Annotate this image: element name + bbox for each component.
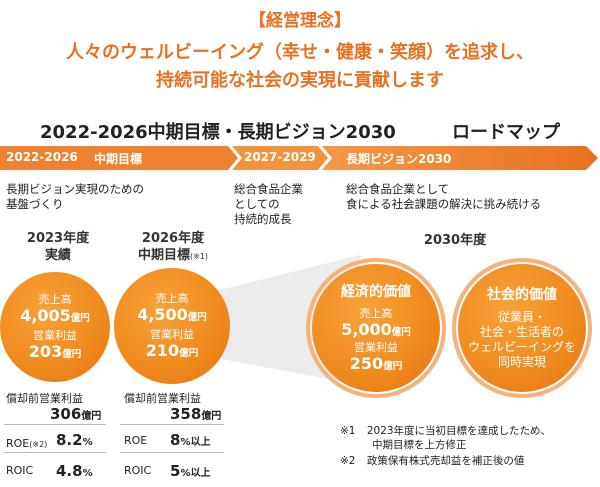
col2026-head-note: (※1) [189,252,209,261]
timeline-segment-3 [322,146,598,170]
col2026-head-year: 2026年度 [141,231,205,246]
col2026-roic-figure: 5%以上 [170,461,210,480]
col2023-ebitda-value: 306 [50,405,82,423]
col2023-op-value: 203 [28,342,63,361]
col2026-roe-label: ROE [124,434,148,447]
col2023-roe-note: (※2) [29,440,48,449]
col2026-roic-label: ROIC [124,464,152,477]
col2026-head-sub: 中期目標 [137,248,190,263]
note-1-text1: 2023年度に当初目標を達成したため、 [366,425,552,437]
col2026-sales-label: 売上高 [155,292,189,305]
phase3-desc: 総合食品企業として 食による社会課題の解決に挑み続ける [346,182,541,212]
col2023-roe-unit: % [82,437,93,448]
social-line3: ウェルビーイングを [467,340,576,354]
col2023-op-label: 営業利益 [33,329,77,342]
econ-sales-value: 5,000 [341,320,392,339]
note-1-mark: ※1 [340,425,356,437]
col2023-circle: 売上高 4,005億円 営業利益 203億円 [0,272,110,382]
timeline-seg2-years: 2027-2029 [244,150,316,164]
col2023-separator-1 [4,424,106,425]
social-line4: 同時実現 [497,355,546,369]
timeline-segment-1 [0,146,238,170]
col2026-roe-unit: %以上 [180,437,211,448]
col2023-roe-value: 8.2 [56,431,83,449]
col2026-ebitda-label: 償却前営業利益 [124,392,201,405]
col2023-ebitda-label: 償却前営業利益 [6,392,83,405]
col2026-roic-value: 5 [170,462,181,480]
note-1: ※1 2023年度に当初目標を達成したため、 [340,424,551,438]
col2023-roe: ROE(※2) [6,432,47,451]
col2026-sales-unit: 億円 [187,312,207,323]
phase1-line2: 基盤づくり [6,197,64,211]
note-2: ※2 政策保有株式売却益を補正後の値 [340,454,524,468]
phase2-line3: 持続的成長 [234,212,292,226]
col2023-sales-value: 4,005 [20,306,71,325]
phase2-desc: 総合食品企業 としての 持続的成長 [234,182,303,227]
col2026-roe-value: 8 [170,431,181,449]
econ-sales-unit: 億円 [391,327,411,338]
col2026-op-value: 210 [145,341,180,360]
note-1-cont: 中期目標を上方修正 [372,439,467,451]
col2023-roic-unit: % [82,468,93,479]
social-circle: 社会的価値 従業員・ 社会・生活者の ウェルビーイングを 同時実現 [458,264,586,392]
phase3-line2: 食による社会課題の解決に挑み続ける [346,197,542,211]
social-line1: 従業員・ [497,310,546,324]
col2026-head: 2026年度 中期目標(※1) [118,230,228,265]
col2023-roe-label: ROE [6,437,30,450]
col2026-sales-value: 4,500 [137,305,188,324]
col2023-op-unit: 億円 [62,349,82,360]
col2023-separator-2 [4,452,106,453]
col2026-ebitda-value: 358 [170,405,202,423]
col2026-separator-1 [120,424,224,425]
phase1-desc: 長期ビジョン実現のための 基盤づくり [6,182,144,212]
col2023-roic-value: 4.8 [56,462,83,480]
roadmap-title: 2022-2026中期目標・長期ビジョン2030 [40,122,396,143]
phase3-line1: 総合食品企業として [346,182,450,196]
econ-sales-label: 売上高 [359,307,393,320]
econ-op-value: 250 [349,354,384,373]
social-line2: 社会・生活者の [479,325,564,339]
phase2-line2: としての [234,197,280,211]
econ-op-label: 営業利益 [354,341,398,354]
timeline-seg1-years: 2022-2026 [6,150,78,164]
col2026-roe-figure: 8%以上 [170,430,210,449]
col2030-head: 2030年度 [423,233,487,248]
col2026-op-unit: 億円 [179,348,199,359]
phase2-line1: 総合食品企業 [234,182,303,196]
timeline-segment-2 [232,146,328,170]
timeline-band [0,146,598,170]
note-2-mark: ※2 [340,455,356,467]
timeline-seg1-label: 中期目標 [94,152,143,166]
social-ring [452,258,592,398]
phase1-line1: 長期ビジョン実現のための [6,182,144,196]
col2023-ebitda-unit: 億円 [81,411,102,422]
col2026-ebitda: 358億円 [170,404,221,423]
col2023-sales-unit: 億円 [70,313,90,324]
econ-circle: 経済的価値 売上高 5,000億円 営業利益 250億円 [312,264,440,392]
col2026-op-label: 営業利益 [150,328,194,341]
timeline-seg3-label: 長期ビジョン2030 [346,152,452,166]
col2026-separator-2 [120,452,224,453]
col2023-roe-figure: 8.2% [56,430,93,449]
econ-title: 経済的価値 [341,284,411,300]
social-title: 社会的価値 [487,287,557,303]
col2023-head: 2023年度 実績 [8,230,108,264]
col2026-circle: 売上高 4,500億円 営業利益 210億円 [114,268,230,384]
col2026-ebitda-unit: 億円 [201,411,222,422]
philosophy-heading: 【経営理念】 [249,11,351,31]
philosophy-line-2: 持続可能な社会の実現に貢献します [156,70,444,91]
col2023-sales-label: 売上高 [38,293,72,306]
note-2-text: 政策保有株式売却益を補正後の値 [366,455,525,467]
col2023-head-sub: 実績 [44,248,71,263]
col2026-roic-unit: %以上 [180,468,211,479]
econ-ring [306,258,446,398]
econ-op-unit: 億円 [383,361,403,372]
col2023-ebitda: 306億円 [50,404,101,423]
col2023-roic-label: ROIC [6,464,34,477]
philosophy-line-1: 人々のウェルビーイング（幸せ・健康・笑顔）を追求し、 [66,42,534,63]
col2023-head-year: 2023年度 [26,231,90,246]
roadmap-tag: ロードマップ [452,122,560,143]
col2023-roic-figure: 4.8% [56,461,93,480]
